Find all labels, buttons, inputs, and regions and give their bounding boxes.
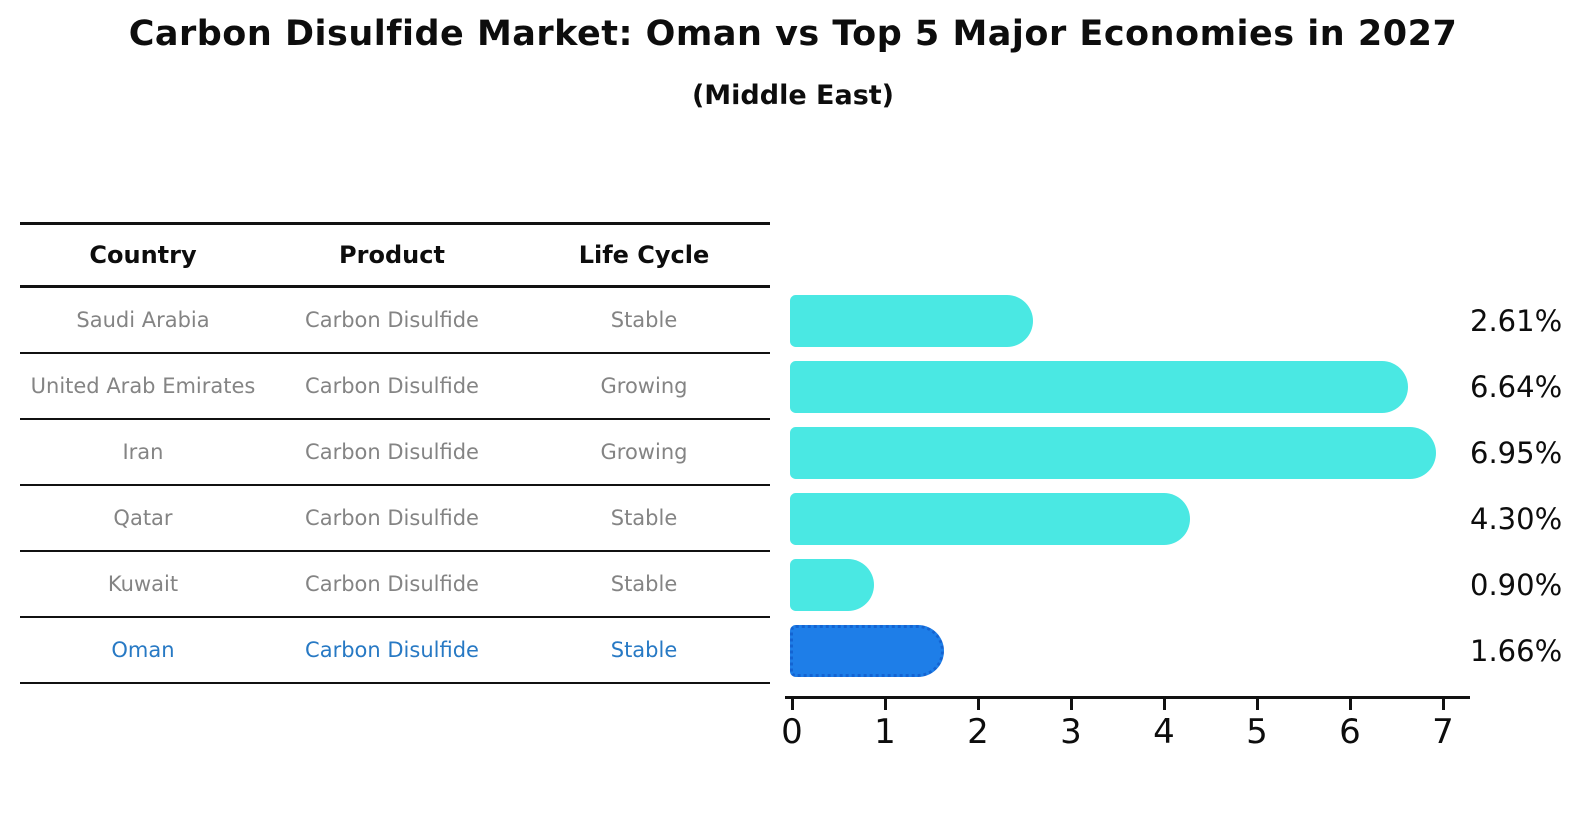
bar-qatar — [790, 493, 1190, 545]
table-header-row: Country Product Life Cycle — [20, 222, 770, 288]
cell-country: Saudi Arabia — [76, 308, 210, 332]
bar-kuwait — [790, 559, 874, 611]
chart-title: Carbon Disulfide Market: Oman vs Top 5 M… — [128, 14, 1458, 54]
chart-subtitle: (Middle East) — [691, 80, 895, 111]
table-row-saudi-arabia: Saudi Arabia Carbon Disulfide Stable — [20, 288, 770, 354]
x-tick-4 — [1163, 696, 1166, 710]
comparison-table: Country Product Life Cycle Saudi Arabia C… — [20, 222, 770, 684]
cell-life-cycle: Stable — [610, 572, 678, 596]
x-tick-label-2: 2 — [967, 712, 989, 752]
cell-product: Carbon Disulfide — [305, 572, 479, 596]
table-row-qatar: Qatar Carbon Disulfide Stable — [20, 486, 770, 552]
x-tick-label-3: 3 — [1060, 712, 1082, 752]
bar-saudi-arabia — [790, 295, 1033, 347]
value-label-united-arab-emirates: 6.64% — [1470, 370, 1563, 404]
column-header-life-cycle: Life Cycle — [578, 241, 710, 269]
value-label-saudi-arabia: 2.61% — [1470, 304, 1563, 338]
cell-product: Carbon Disulfide — [305, 374, 479, 398]
x-tick-3 — [1070, 696, 1073, 710]
bar-iran — [790, 427, 1437, 479]
bar-oman — [790, 625, 945, 677]
value-label-iran: 6.95% — [1470, 436, 1563, 470]
cell-country: Oman — [111, 638, 175, 662]
x-tick-0 — [791, 696, 794, 710]
value-label-qatar: 4.30% — [1470, 502, 1563, 536]
x-tick-label-0: 0 — [781, 712, 803, 752]
cell-product: Carbon Disulfide — [305, 638, 479, 662]
column-header-country: Country — [89, 241, 197, 269]
cell-product: Carbon Disulfide — [305, 440, 479, 464]
x-tick-label-7: 7 — [1432, 712, 1454, 752]
table-row-kuwait: Kuwait Carbon Disulfide Stable — [20, 552, 770, 618]
column-header-product: Product — [339, 241, 445, 269]
x-tick-label-1: 1 — [874, 712, 896, 752]
x-tick-label-6: 6 — [1339, 712, 1361, 752]
cell-life-cycle: Stable — [610, 308, 678, 332]
x-tick-label-5: 5 — [1246, 712, 1268, 752]
x-tick-1 — [884, 696, 887, 710]
cell-life-cycle: Stable — [610, 506, 678, 530]
cell-product: Carbon Disulfide — [305, 506, 479, 530]
x-tick-6 — [1349, 696, 1352, 710]
table-row-oman: Oman Carbon Disulfide Stable — [20, 618, 770, 684]
table-row-united-arab-emirates: United Arab Emirates Carbon Disulfide Grow… — [20, 354, 770, 420]
cell-product: Carbon Disulfide — [305, 308, 479, 332]
cell-life-cycle: Stable — [610, 638, 678, 662]
x-tick-2 — [977, 696, 980, 710]
x-axis-line — [785, 696, 1470, 699]
table-body: Saudi Arabia Carbon Disulfide Stable United… — [20, 288, 770, 684]
cell-life-cycle: Growing — [600, 374, 688, 398]
cell-life-cycle: Growing — [600, 440, 688, 464]
cell-country: Kuwait — [107, 572, 179, 596]
value-label-oman: 1.66% — [1470, 634, 1563, 668]
cell-country: United Arab Emirates — [30, 374, 256, 398]
x-tick-5 — [1256, 696, 1259, 710]
x-tick-7 — [1442, 696, 1445, 710]
cell-country: Iran — [122, 440, 164, 464]
x-tick-label-4: 4 — [1153, 712, 1175, 752]
cell-country: Qatar — [113, 506, 173, 530]
bar-united-arab-emirates — [790, 361, 1408, 413]
value-label-kuwait: 0.90% — [1470, 568, 1563, 602]
table-row-iran: Iran Carbon Disulfide Growing — [20, 420, 770, 486]
